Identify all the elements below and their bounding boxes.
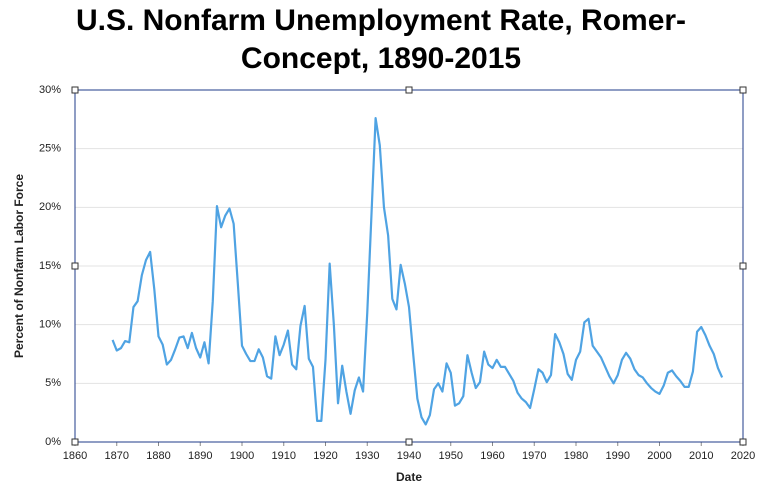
x-tick-label: 2010: [689, 450, 713, 462]
x-tick-label: 1870: [105, 450, 129, 462]
x-tick-label: 1900: [230, 450, 254, 462]
y-tick-label: 30%: [39, 84, 61, 96]
x-tick-label: 1940: [397, 450, 421, 462]
data-line: [111, 117, 724, 426]
x-axis-label: Date: [396, 470, 422, 484]
x-tick-label: 1990: [606, 450, 630, 462]
x-tick-label: 1890: [188, 450, 212, 462]
y-tick-label: 15%: [39, 260, 61, 272]
x-tick-label: 1910: [272, 450, 296, 462]
x-tick-label: 1860: [63, 450, 87, 462]
x-tick-label: 2000: [647, 450, 671, 462]
y-tick-label: 25%: [39, 143, 61, 155]
x-tick-label: 1960: [480, 450, 504, 462]
y-axis-label: Percent of Nonfarm Labor Force: [12, 174, 26, 358]
frame-handle: [71, 86, 79, 94]
frame-handle: [71, 438, 79, 446]
y-tick-label: 10%: [39, 319, 61, 331]
x-tick-label: 1880: [146, 450, 170, 462]
x-tick-label: 1950: [439, 450, 463, 462]
frame-handle: [739, 86, 747, 94]
x-tick-label: 2020: [731, 450, 755, 462]
frame-handle: [739, 438, 747, 446]
y-tick-label: 5%: [45, 377, 61, 389]
y-tick-label: 0%: [45, 436, 61, 448]
x-tick-label: 1930: [355, 450, 379, 462]
frame-handle: [739, 262, 747, 270]
frame-handle: [405, 86, 413, 94]
chart-title: U.S. Nonfarm Unemployment Rate, Romer-Co…: [75, 4, 687, 75]
x-tick-label: 1980: [564, 450, 588, 462]
x-tick-label: 1970: [522, 450, 546, 462]
frame-handle: [405, 438, 413, 446]
x-tick-label: 1920: [313, 450, 337, 462]
y-tick-label: 20%: [39, 201, 61, 213]
frame-handle: [71, 262, 79, 270]
